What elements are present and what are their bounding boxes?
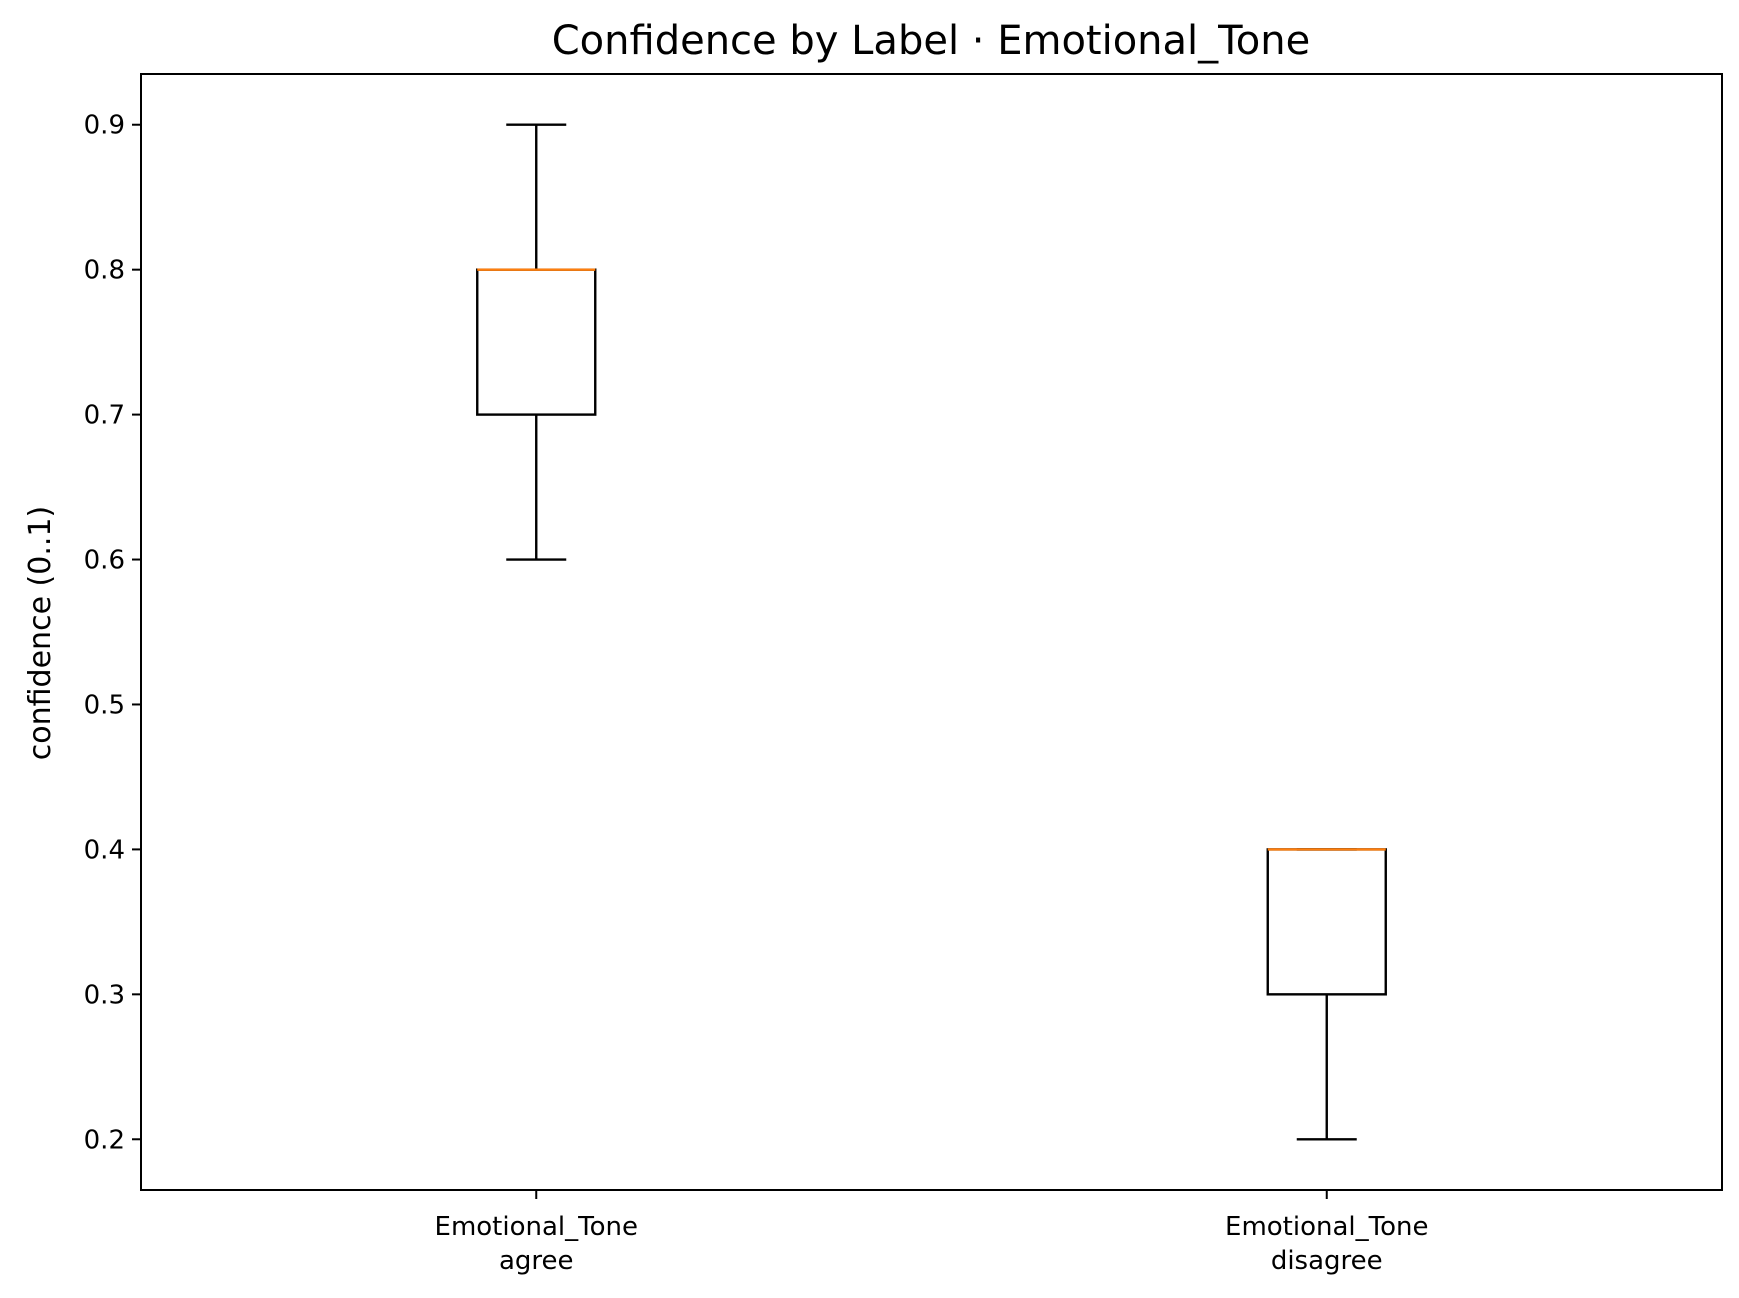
y-tick-label: 0.5 — [84, 690, 125, 720]
chart-title: Confidence by Label · Emotional_Tone — [552, 18, 1310, 64]
x-tick-label: Emotional_Tone — [1225, 1212, 1428, 1242]
x-tick-label: disagree — [1271, 1246, 1383, 1276]
x-tick-label: agree — [499, 1246, 574, 1276]
y-tick-label: 0.4 — [84, 835, 125, 865]
y-tick-label: 0.6 — [84, 546, 125, 576]
plot-area: 0.2 0.3 0.4 0.5 0.6 0.7 0.8 0.9 Emotional_Toneag… — [84, 111, 1429, 1276]
y-tick-label: 0.8 — [84, 256, 125, 286]
y-tick-label: 0.7 — [84, 401, 125, 431]
y-tick-label: 0.3 — [84, 980, 125, 1010]
plot-frame — [140, 73, 1723, 1191]
x-tick-label: Emotional_Tone — [435, 1212, 638, 1242]
y-axis-label: confidence (0..1) — [23, 506, 58, 760]
y-tick-label: 0.2 — [84, 1125, 125, 1155]
y-tick-label: 0.9 — [84, 111, 125, 141]
